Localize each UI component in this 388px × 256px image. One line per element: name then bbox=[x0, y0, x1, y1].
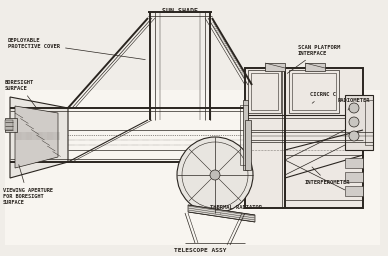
Circle shape bbox=[349, 103, 359, 113]
Polygon shape bbox=[10, 97, 68, 178]
Text: SCAN PLATFORM
INTERFACE: SCAN PLATFORM INTERFACE bbox=[287, 45, 340, 73]
Bar bbox=[345, 172, 363, 182]
Bar bbox=[243, 100, 248, 170]
Bar bbox=[289, 70, 339, 113]
Bar bbox=[248, 70, 281, 113]
Bar bbox=[245, 68, 363, 208]
Bar bbox=[305, 63, 325, 71]
Text: VIEWING APERTURE
FOR BORESIGHT
SURFACE: VIEWING APERTURE FOR BORESIGHT SURFACE bbox=[3, 165, 53, 205]
Bar bbox=[292, 73, 336, 110]
Bar bbox=[345, 158, 363, 168]
Circle shape bbox=[210, 170, 220, 180]
Text: RADIOMETER: RADIOMETER bbox=[338, 98, 371, 110]
Bar bbox=[365, 100, 373, 145]
Polygon shape bbox=[15, 106, 58, 168]
Circle shape bbox=[177, 137, 253, 213]
Bar bbox=[285, 155, 363, 200]
Polygon shape bbox=[5, 90, 380, 245]
Text: BORESIGHT
SURFACE: BORESIGHT SURFACE bbox=[5, 80, 36, 108]
Text: INTERFEROMETER: INTERFEROMETER bbox=[305, 167, 350, 185]
Bar bbox=[240, 105, 248, 165]
Text: THERMAL RADIATOR: THERMAL RADIATOR bbox=[210, 205, 262, 214]
Circle shape bbox=[349, 117, 359, 127]
Bar bbox=[345, 186, 363, 196]
Bar bbox=[345, 95, 373, 150]
Bar bbox=[245, 120, 251, 170]
Text: DEPLOYABLE
PROTECTIVE COVER: DEPLOYABLE PROTECTIVE COVER bbox=[8, 38, 145, 60]
Circle shape bbox=[349, 131, 359, 141]
Bar bbox=[265, 63, 285, 71]
Text: TELESCOPE ASSY: TELESCOPE ASSY bbox=[174, 248, 226, 253]
Polygon shape bbox=[188, 205, 255, 222]
Text: CICRNC C: CICRNC C bbox=[310, 92, 336, 103]
Bar bbox=[251, 73, 278, 110]
Text: SUN SHADE: SUN SHADE bbox=[162, 8, 198, 14]
Bar bbox=[5, 120, 13, 130]
Bar bbox=[5, 118, 17, 132]
